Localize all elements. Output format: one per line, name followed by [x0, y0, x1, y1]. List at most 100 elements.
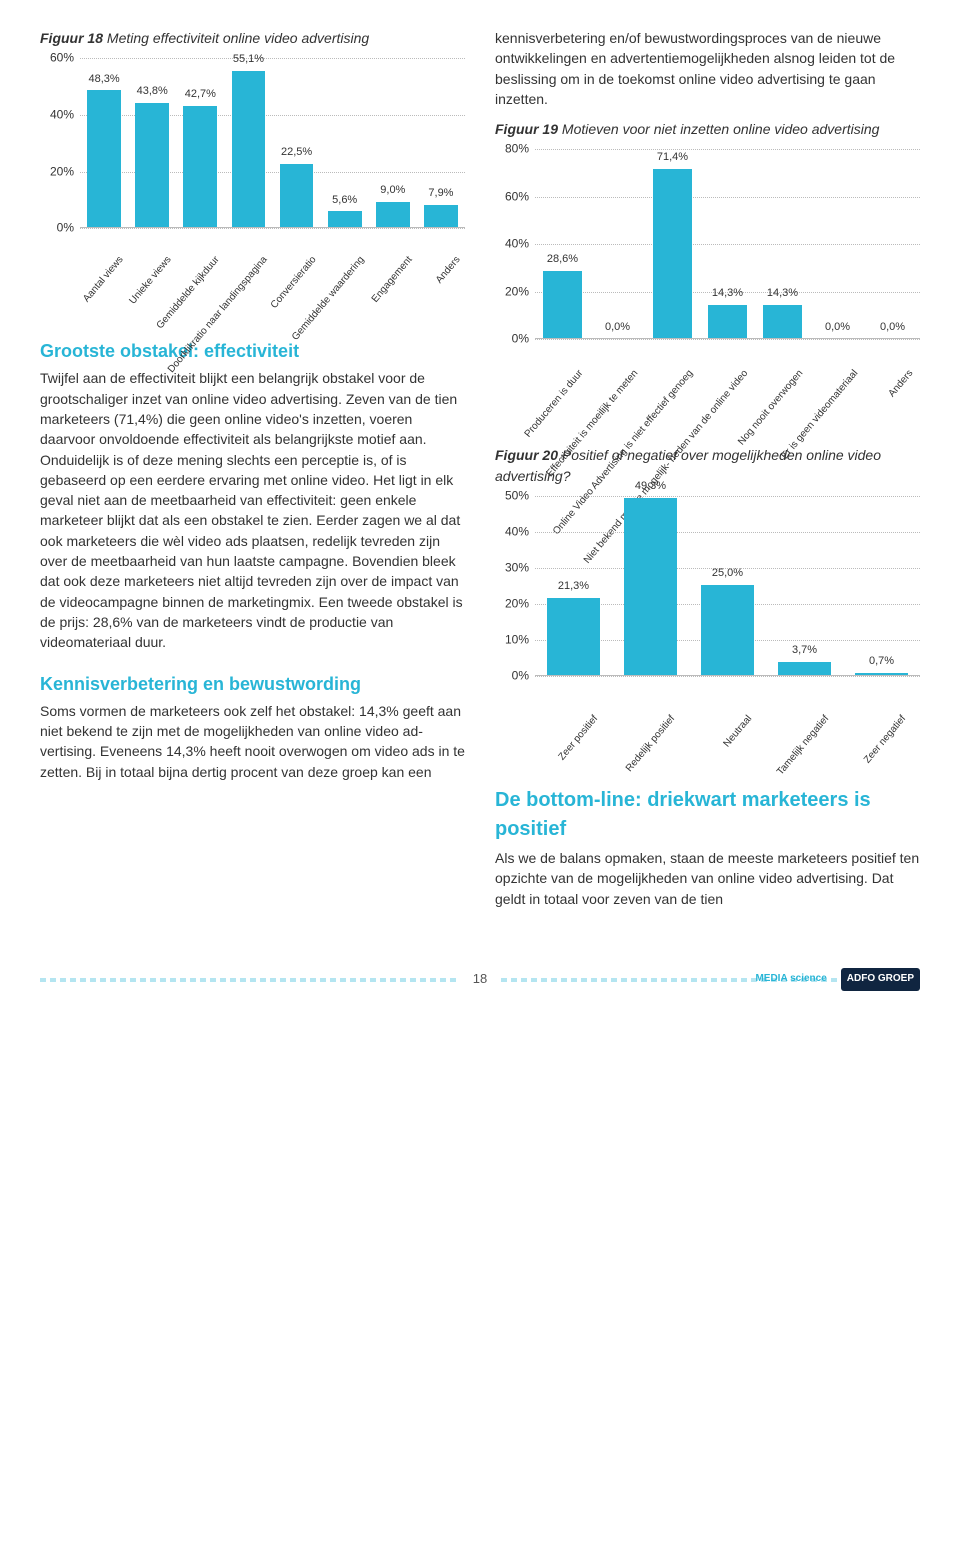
gridline: [535, 676, 920, 677]
bar-wrap: 3,7%: [766, 643, 843, 675]
bar-wrap: 25,0%: [689, 566, 766, 675]
bar-value-label: 0,0%: [605, 320, 630, 336]
y-tick-label: 20%: [495, 595, 529, 612]
bar-wrap: 28,6%: [535, 252, 590, 339]
x-tick-label: Redelijk positief: [640, 680, 735, 778]
x-tick-label: Anders: [885, 343, 960, 424]
bar-wrap: 71,4%: [645, 150, 700, 339]
bar-value-label: 25,0%: [712, 566, 743, 582]
bar-wrap: 0,0%: [865, 320, 920, 339]
bar-value-label: 3,7%: [792, 643, 817, 659]
footer-line-left: [40, 978, 459, 982]
y-tick-label: 30%: [495, 559, 529, 576]
bar-value-label: 7,9%: [428, 186, 453, 202]
bar-value-label: 0,0%: [880, 320, 905, 336]
y-tick-label: 0%: [495, 331, 529, 348]
bar-value-label: 9,0%: [380, 183, 405, 199]
y-tick-label: 50%: [495, 487, 529, 504]
fig20-num: Figuur 20: [495, 447, 558, 463]
y-tick-label: 60%: [495, 188, 529, 205]
bar-value-label: 14,3%: [767, 286, 798, 302]
bar: [280, 164, 314, 228]
bar-wrap: 14,3%: [700, 286, 755, 339]
bar-value-label: 5,6%: [332, 193, 357, 209]
x-tick-label: Neutraal: [717, 680, 812, 778]
fig18-title: Figuur 18 Meting effectiviteit online vi…: [40, 28, 465, 48]
bar-wrap: 21,3%: [535, 579, 612, 675]
bar-wrap: 9,0%: [369, 183, 417, 227]
y-tick-label: 10%: [495, 631, 529, 648]
bar-wrap: 22,5%: [273, 145, 321, 228]
bar: [543, 271, 582, 339]
bar-wrap: 43,8%: [128, 84, 176, 227]
bar: [778, 662, 832, 675]
bar: [87, 90, 121, 227]
bar: [855, 673, 909, 676]
fig19-text: Motieven voor niet inzetten online video…: [562, 121, 880, 137]
bar-value-label: 42,7%: [185, 87, 216, 103]
bar: [135, 103, 169, 227]
para-bottomline: Als we de balans opmaken, staan de mees­…: [495, 848, 920, 909]
x-tick-label: Tamelijk negatief: [794, 680, 889, 778]
bar-value-label: 0,0%: [825, 320, 850, 336]
bar: [424, 205, 458, 227]
y-tick-label: 20%: [495, 283, 529, 300]
gridline: [535, 339, 920, 340]
bar: [701, 585, 755, 675]
page-footer: 18 MEDIA science ADFO GROEP: [0, 960, 960, 999]
bar-value-label: 14,3%: [712, 286, 743, 302]
fig19-num: Figuur 19: [495, 121, 558, 137]
bar-wrap: 55,1%: [224, 52, 272, 227]
x-tick-label: Zeer negatief: [871, 680, 960, 778]
fig18-num: Figuur 18: [40, 30, 103, 46]
footer-logos: MEDIA science ADFO GROEP: [749, 968, 920, 991]
bar: [183, 106, 217, 227]
y-tick-label: 80%: [495, 141, 529, 158]
bar: [232, 71, 266, 227]
left-column: Figuur 18 Meting effectiviteit online vi…: [40, 28, 465, 919]
bar: [708, 305, 747, 339]
bar: [376, 202, 410, 228]
fig18-text: Meting effectiviteit online video advert…: [107, 30, 369, 46]
bar-value-label: 43,8%: [137, 84, 168, 100]
bar-value-label: 49,3%: [635, 479, 666, 495]
logo-adfo: ADFO GROEP: [841, 968, 920, 991]
y-tick-label: 20%: [40, 163, 74, 180]
bar: [763, 305, 802, 339]
bar-wrap: 0,0%: [590, 320, 645, 339]
bar-wrap: 5,6%: [321, 193, 369, 228]
page-number: 18: [459, 970, 501, 989]
y-tick-label: 0%: [40, 220, 74, 237]
fig19-chart: 0%20%40%60%80%28,6%0,0%71,4%14,3%14,3%0,…: [495, 149, 920, 431]
bar: [547, 598, 601, 675]
heading-bottomline: De bottom-line: driekwart marketeers is …: [495, 786, 920, 844]
bar-value-label: 28,6%: [547, 252, 578, 268]
bar-wrap: 49,3%: [612, 479, 689, 675]
fig19-title: Figuur 19 Motieven voor niet inzetten on…: [495, 119, 920, 139]
bar-wrap: 48,3%: [80, 72, 128, 228]
bar-value-label: 71,4%: [657, 150, 688, 166]
right-column: kennisverbetering en/of bewustwordings­p…: [495, 28, 920, 919]
bar-wrap: 0,0%: [810, 320, 865, 339]
bar-value-label: 48,3%: [88, 72, 119, 88]
bar-wrap: 7,9%: [417, 186, 465, 227]
bar-value-label: 0,7%: [869, 654, 894, 670]
y-tick-label: 40%: [495, 236, 529, 253]
para-obstakel: Twijfel aan de effectiviteit blijkt een …: [40, 368, 465, 652]
bar-value-label: 21,3%: [558, 579, 589, 595]
y-tick-label: 40%: [495, 523, 529, 540]
fig20-chart: 0%10%20%30%40%50%21,3%49,3%25,0%3,7%0,7%…: [495, 496, 920, 768]
y-tick-label: 0%: [495, 667, 529, 684]
intro-right: kennisverbetering en/of bewustwordings­p…: [495, 28, 920, 109]
bar: [328, 211, 362, 227]
bar: [624, 498, 678, 675]
gridline: [80, 228, 465, 229]
bar-wrap: 0,7%: [843, 654, 920, 675]
heading-kennis: Kennisverbetering en bewustwording: [40, 671, 465, 697]
x-tick-label: Zeer positief: [563, 680, 658, 778]
para-kennis: Soms vormen de marketeers ook zelf het o…: [40, 701, 465, 782]
bar-value-label: 55,1%: [233, 52, 264, 68]
y-tick-label: 40%: [40, 106, 74, 123]
bar-wrap: 14,3%: [755, 286, 810, 339]
bar-value-label: 22,5%: [281, 145, 312, 161]
